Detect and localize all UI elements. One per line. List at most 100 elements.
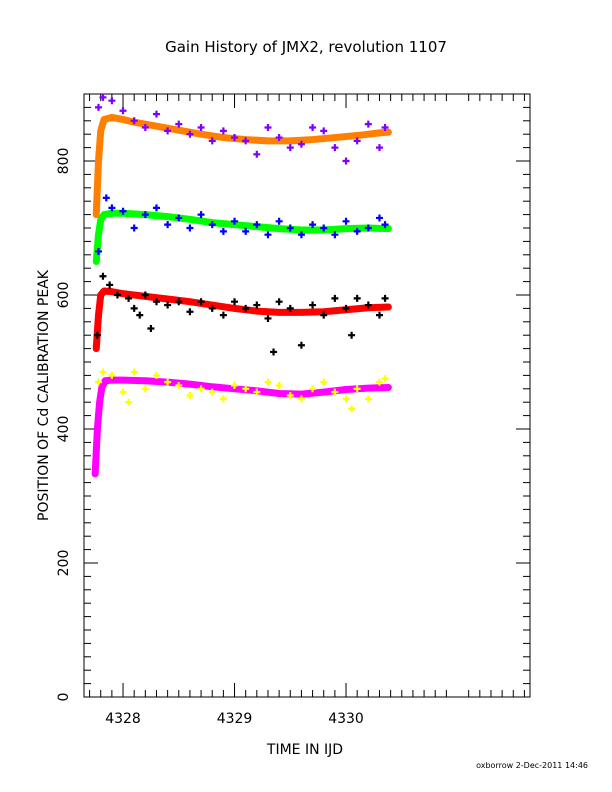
series-1	[94, 93, 389, 165]
data-point	[95, 312, 102, 319]
scatter-point	[253, 150, 261, 158]
scatter-point	[94, 103, 102, 111]
data-point	[142, 377, 149, 384]
x-axis-ticks: 4328 4329 4330	[89, 94, 525, 727]
data-point	[108, 114, 115, 121]
data-point	[198, 131, 205, 138]
scatter-point	[130, 224, 138, 232]
data-point	[93, 345, 100, 352]
scatter-point	[164, 127, 172, 135]
data-point	[385, 384, 392, 391]
scatter-point	[119, 207, 127, 215]
scatter-point	[375, 311, 383, 319]
scatter-point	[99, 93, 107, 101]
scatter-point	[381, 294, 389, 302]
series-5	[93, 272, 389, 356]
scatter-point	[375, 378, 383, 386]
scatter-point	[231, 134, 239, 142]
scatter-point	[94, 378, 102, 386]
data-point	[102, 377, 109, 384]
data-point	[186, 298, 193, 305]
scatter-point	[275, 134, 283, 142]
scatter-point	[164, 378, 172, 386]
scatter-point	[208, 137, 216, 145]
data-point	[331, 134, 338, 141]
scatter-point	[264, 314, 272, 322]
scatter-point	[219, 311, 227, 319]
y-axis-ticks: 0 200 400 600 800	[56, 106, 530, 702]
data-point	[92, 470, 99, 477]
scatter-point	[320, 311, 328, 319]
scatter-point	[231, 381, 239, 389]
data-point	[175, 127, 182, 134]
data-point	[101, 211, 108, 218]
scatter-point	[108, 371, 116, 379]
scatter-point	[175, 298, 183, 306]
scatter-point	[141, 211, 149, 219]
scatter-point	[264, 378, 272, 386]
scatter-point	[309, 301, 317, 309]
scatter-point	[102, 194, 110, 202]
scatter-point	[130, 368, 138, 376]
y-tick-label: 0	[56, 693, 72, 702]
scatter-point	[219, 395, 227, 403]
scatter-point	[286, 304, 294, 312]
series-7	[94, 368, 389, 413]
scatter-point	[130, 117, 138, 125]
series-0	[92, 113, 392, 219]
scatter-point	[186, 308, 194, 316]
scatter-point	[353, 227, 361, 235]
scatter-point	[186, 392, 194, 399]
data-point	[343, 225, 350, 232]
scatter-point	[286, 144, 294, 152]
scatter-point	[125, 294, 133, 302]
scatter-point	[231, 217, 239, 225]
data-point	[164, 296, 171, 303]
scatter-point	[253, 388, 261, 396]
y-tick-label: 600	[56, 282, 72, 309]
series-layer	[91, 93, 392, 478]
scatter-point	[297, 140, 305, 148]
scatter-point	[364, 301, 372, 309]
scatter-point	[348, 405, 356, 413]
scatter-point	[309, 221, 317, 229]
scatter-point	[197, 124, 205, 131]
scatter-point	[119, 388, 127, 396]
data-point	[253, 308, 260, 315]
scatter-point	[141, 124, 149, 131]
scatter-point	[286, 224, 294, 232]
scatter-point	[309, 124, 317, 131]
scatter-point	[375, 214, 383, 222]
chart-title: Gain History of JMX2, revolution 1107	[165, 38, 447, 56]
scatter-point	[125, 398, 133, 406]
scatter-point	[331, 294, 339, 302]
scatter-point	[152, 371, 160, 379]
scatter-point	[219, 227, 227, 235]
scatter-point	[242, 304, 250, 312]
y-tick-label: 800	[56, 148, 72, 175]
data-point	[101, 116, 108, 123]
plot-frame	[83, 93, 531, 698]
scatter-point	[99, 368, 107, 376]
series-3	[94, 194, 389, 255]
scatter-point	[353, 294, 361, 302]
scatter-point	[297, 341, 305, 349]
scatter-point	[364, 224, 372, 232]
scatter-point	[364, 120, 372, 128]
scatter-point	[331, 144, 339, 152]
scatter-point	[275, 217, 283, 225]
scatter-point	[175, 381, 183, 389]
data-point	[164, 213, 171, 220]
scatter-point	[309, 385, 317, 393]
scatter-point	[348, 331, 356, 339]
scatter-point	[231, 298, 239, 306]
scatter-point	[164, 221, 172, 229]
data-point	[343, 386, 350, 393]
scatter-point	[175, 214, 183, 222]
scatter-point	[186, 130, 194, 138]
scatter-point	[275, 381, 283, 389]
scatter-point	[106, 281, 114, 289]
data-point	[93, 258, 100, 265]
scatter-point	[342, 157, 350, 165]
scatter-point	[286, 392, 294, 399]
